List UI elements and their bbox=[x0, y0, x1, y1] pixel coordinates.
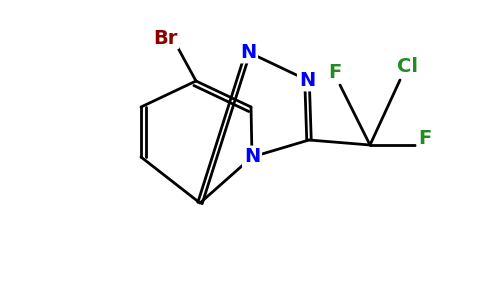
Text: F: F bbox=[328, 62, 342, 82]
Text: N: N bbox=[240, 43, 256, 61]
Text: F: F bbox=[418, 128, 432, 148]
Text: N: N bbox=[299, 70, 315, 89]
Text: Br: Br bbox=[153, 28, 177, 47]
Text: Cl: Cl bbox=[396, 56, 418, 76]
Text: N: N bbox=[244, 148, 260, 166]
